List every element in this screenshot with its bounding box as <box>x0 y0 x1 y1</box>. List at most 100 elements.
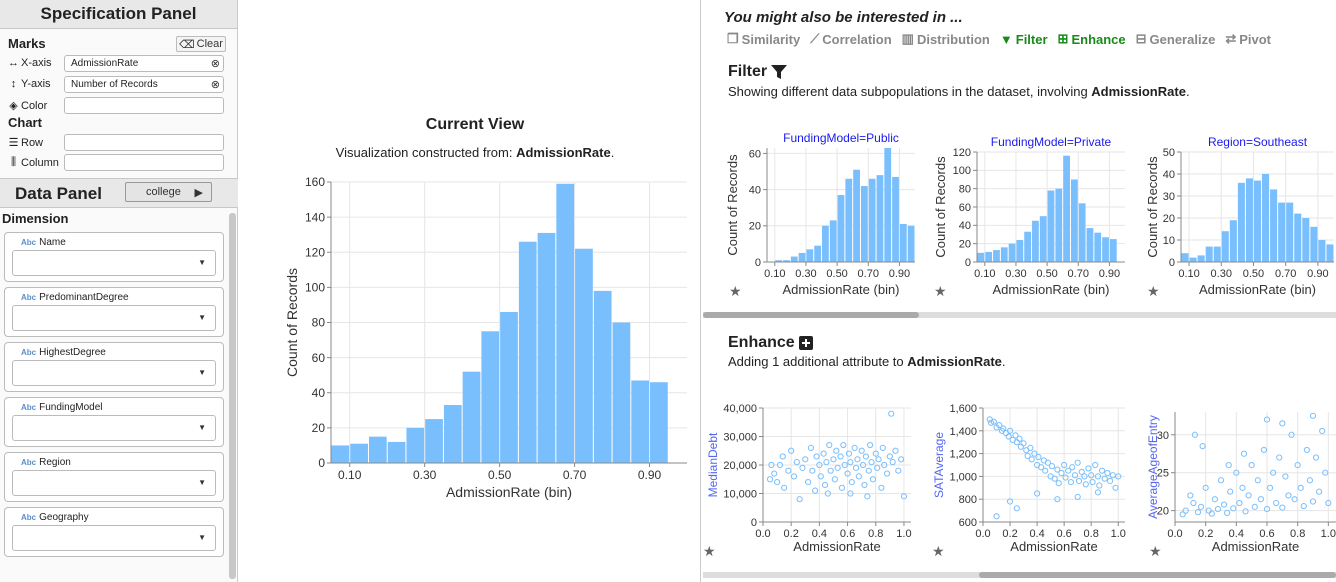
point <box>1085 465 1092 472</box>
point <box>859 461 867 469</box>
point <box>1322 469 1329 476</box>
y-tick-label: 40 <box>312 386 326 400</box>
y-tick-label: 100 <box>305 281 325 295</box>
bar <box>798 252 806 262</box>
x-tick-label: 0.30 <box>1005 268 1026 280</box>
remove-x-axis-icon[interactable]: ⊗ <box>210 58 220 70</box>
color-shelf[interactable]: ◈ Color <box>8 97 226 115</box>
y-tick-label: 1,000 <box>949 471 977 483</box>
bar <box>537 232 556 463</box>
enhance-chart-ageentry[interactable]: 20 25 30 0.0 0.2 0.4 0.6 0.8 1.0 AdmissionRate Ave… <box>1143 404 1336 558</box>
y-tick-label: 1,200 <box>949 449 977 461</box>
y-tick-label: 800 <box>959 494 977 506</box>
action-tab-enhance[interactable]: ⊞ Enhance <box>1058 31 1126 47</box>
paint-bucket-icon: ◈ <box>9 100 18 112</box>
color-field[interactable] <box>64 97 224 114</box>
y-axis-field[interactable]: Number of Records ⊗ <box>64 76 224 93</box>
current-view-chart[interactable]: 0 20 40 60 80 100 120 140 160 0.10 0.30 0.50 0.70 0.9… <box>279 170 699 505</box>
filter-chart-private[interactable]: FundingModel=Private 0 20 40 60 80 100 120 0.10 0… <box>931 124 1135 298</box>
y-axis-label: Count of Records <box>933 156 948 258</box>
y-tick-label: 140 <box>305 210 325 224</box>
y-axis-shelf[interactable]: ↕ Y-axis Number of Records ⊗ <box>8 76 226 94</box>
chevron-down-icon: ▼ <box>198 533 206 542</box>
dimension-select[interactable]: ▼ <box>12 250 216 276</box>
enhance-chart-mediandebt[interactable]: 0 10,000 20,000 30,000 40,000 0.0 0.2 0.4 0.6 0.8… <box>703 404 923 558</box>
row-field[interactable] <box>64 134 224 151</box>
point <box>833 447 840 454</box>
dimension-card-fundingmodel[interactable]: Abc FundingModel ▼ <box>4 397 224 447</box>
star-icon[interactable]: ★ <box>1149 543 1162 559</box>
filter-chart-public[interactable]: FundingModel=Public 0 20 40 60 0.10 0.30 0.50 0.… <box>723 128 923 298</box>
enhance-scrollbar-thumb[interactable] <box>979 572 1336 578</box>
star-icon[interactable]: ★ <box>729 283 742 299</box>
y-tick-label: 1,600 <box>949 404 977 415</box>
dimension-card-name[interactable]: Abc Name ▼ <box>4 232 224 282</box>
dataset-button[interactable]: college ▶ <box>125 182 212 202</box>
point <box>1013 505 1020 512</box>
y-tick-label: 80 <box>312 316 326 330</box>
point <box>864 493 871 500</box>
point <box>1312 454 1320 461</box>
action-tab-pivot[interactable]: ⇄ Pivot <box>1225 31 1271 47</box>
point <box>1096 482 1103 489</box>
action-tab-distribution[interactable]: ▥ Distribution <box>902 31 990 47</box>
enhance-chart-satavg[interactable]: 600 800 1,000 1,200 1,400 1,600 0.0 0.2 0.4 0.6 0.… <box>929 404 1129 558</box>
bar <box>892 176 899 262</box>
point <box>837 453 844 460</box>
y-tick-label: 0 <box>755 257 761 269</box>
dimension-card-highestdegree[interactable]: Abc HighestDegree ▼ <box>4 342 224 392</box>
x-tick-label: 0.10 <box>1178 268 1199 280</box>
left-scrollbar[interactable] <box>229 213 236 579</box>
y-tick-label: 80 <box>959 184 971 196</box>
x-tick-label: 0.2 <box>1198 528 1213 540</box>
x-tick-label: 1.0 <box>896 528 911 540</box>
filter-chart-southeast[interactable]: Region=Southeast 0 10 20 30 40 50 0.10 0.30 0.50 0… <box>1143 124 1336 298</box>
dimension-select[interactable]: ▼ <box>12 305 216 331</box>
bar <box>853 169 860 262</box>
point <box>1306 477 1314 484</box>
dimension-select[interactable]: ▼ <box>12 415 216 441</box>
filter-scrollbar-thumb[interactable] <box>703 312 919 318</box>
x-axis-field[interactable]: AdmissionRate ⊗ <box>64 55 224 72</box>
column-shelf[interactable]: ⫼ Column <box>8 154 226 172</box>
point <box>1074 493 1081 501</box>
action-tab-similarity[interactable]: ❐ Similarity <box>727 31 800 47</box>
row-shelf[interactable]: ☰ Row <box>8 134 226 152</box>
point <box>1288 431 1295 438</box>
remove-y-axis-icon[interactable]: ⊗ <box>210 79 220 91</box>
bar <box>977 252 985 262</box>
dimension-select[interactable]: ▼ <box>12 470 216 496</box>
star-icon[interactable]: ★ <box>934 283 947 299</box>
x-tick-label: 0.70 <box>1275 268 1296 280</box>
point <box>1279 420 1286 427</box>
action-tab-generalize[interactable]: ⊟ Generalize <box>1136 31 1216 47</box>
filter-scrollbar[interactable] <box>703 312 1336 318</box>
dimension-card-predominantdegree[interactable]: Abc PredominantDegree ▼ <box>4 287 224 337</box>
star-icon[interactable]: ★ <box>1147 283 1160 299</box>
point <box>809 467 816 474</box>
bar <box>1237 182 1245 262</box>
dimension-select[interactable]: ▼ <box>12 360 216 386</box>
enhance-scrollbar[interactable] <box>703 572 1336 578</box>
action-tab-filter[interactable]: ▼ Filter <box>1000 31 1048 47</box>
point <box>1224 509 1231 516</box>
x-axis-shelf[interactable]: ↔ X-axis AdmissionRate ⊗ <box>8 55 226 73</box>
star-icon[interactable]: ★ <box>703 543 716 559</box>
star-icon[interactable]: ★ <box>932 543 945 559</box>
dimension-card-region[interactable]: Abc Region ▼ <box>4 452 224 502</box>
point <box>802 456 809 463</box>
point <box>1055 480 1062 487</box>
bar <box>907 225 915 262</box>
point <box>1107 477 1114 485</box>
clear-button[interactable]: ⌫ Clear <box>176 36 226 52</box>
point <box>1199 443 1206 450</box>
recommendations-panel: You might also be interested in ... ❐ Sim… <box>703 0 1336 582</box>
action-tab-correlation[interactable]: ⟋ Correlation <box>810 31 891 47</box>
dimension-card-geography[interactable]: Abc Geography ▼ <box>4 507 224 557</box>
bar <box>1086 228 1094 262</box>
dimension-select[interactable]: ▼ <box>12 525 216 551</box>
column-field[interactable] <box>64 154 224 171</box>
point <box>779 453 786 460</box>
point <box>1031 450 1038 457</box>
chevron-down-icon: ▼ <box>198 258 206 267</box>
